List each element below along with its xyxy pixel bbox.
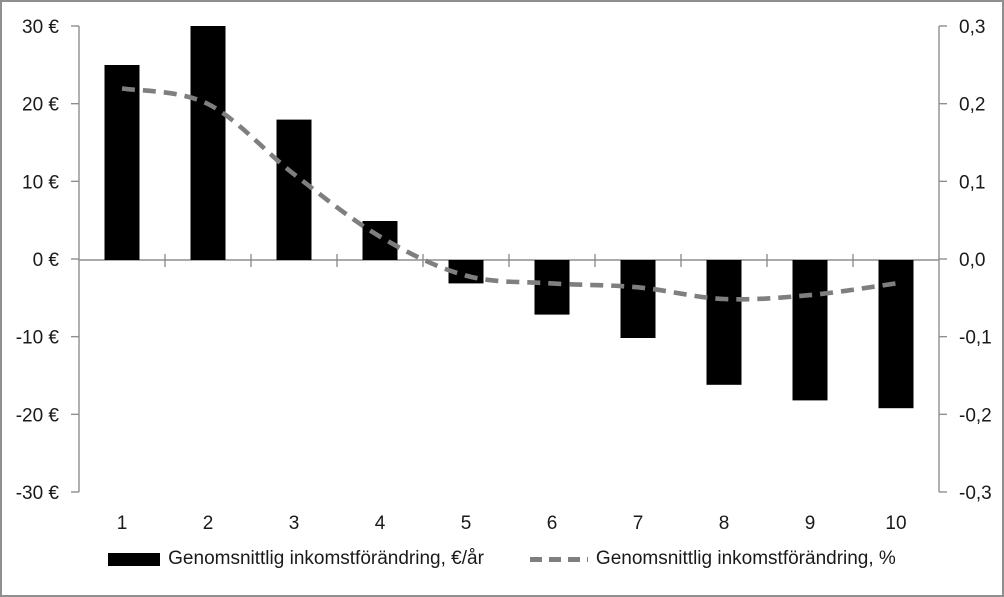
left-axis-tick-label: 30 € <box>22 17 59 38</box>
x-axis-category-label: 1 <box>117 513 128 534</box>
x-axis-category-label: 9 <box>805 513 816 534</box>
legend: Genomsnittlig inkomstförändring, €/år Ge… <box>2 548 1002 570</box>
legend-label-bars: Genomsnittlig inkomstförändring, €/år <box>168 548 484 569</box>
bar <box>534 260 570 315</box>
right-axis-tick-label: 0,0 <box>959 250 985 271</box>
bar-series-swatch <box>108 552 161 566</box>
x-axis-category-label: 4 <box>375 513 386 534</box>
left-axis-tick-label: 20 € <box>22 95 59 116</box>
bar <box>276 119 312 260</box>
legend-item-bars: Genomsnittlig inkomstförändring, €/år <box>108 548 484 570</box>
x-axis-category-label: 10 <box>885 513 906 534</box>
x-axis-category-label: 6 <box>547 513 558 534</box>
x-axis-category-label: 5 <box>461 513 472 534</box>
legend-label-line: Genomsnittlig inkomstförändring, % <box>595 548 896 569</box>
bar <box>620 260 656 338</box>
bar <box>792 260 828 401</box>
x-axis-category-label: 3 <box>289 513 300 534</box>
right-axis-tick-label: 0,2 <box>959 95 985 116</box>
right-axis-tick-label: 0,1 <box>959 172 985 193</box>
x-axis-category-label: 2 <box>203 513 214 534</box>
bar <box>190 26 226 260</box>
bar <box>362 221 398 260</box>
bar <box>706 260 742 385</box>
right-axis-tick-label: 0,3 <box>959 17 985 38</box>
left-axis-tick-label: -20 € <box>16 405 60 426</box>
bar <box>104 65 140 260</box>
right-axis-tick-label: -0,3 <box>959 483 992 504</box>
right-axis-tick-label: -0,2 <box>959 405 992 426</box>
line-series <box>121 86 897 302</box>
x-axis-category-label: 7 <box>633 513 644 534</box>
bar <box>878 260 914 409</box>
left-axis-tick-label: 10 € <box>22 172 59 193</box>
left-axis-tick-label: 0 € <box>33 250 60 271</box>
x-axis-category-label: 8 <box>719 513 730 534</box>
dashed-line-swatch <box>529 556 588 562</box>
right-axis-tick-label: -0,1 <box>959 328 992 349</box>
left-axis-tick-label: -30 € <box>16 483 60 504</box>
left-axis-tick-label: -10 € <box>16 328 60 349</box>
legend-item-line: Genomsnittlig inkomstförändring, % <box>529 548 896 570</box>
